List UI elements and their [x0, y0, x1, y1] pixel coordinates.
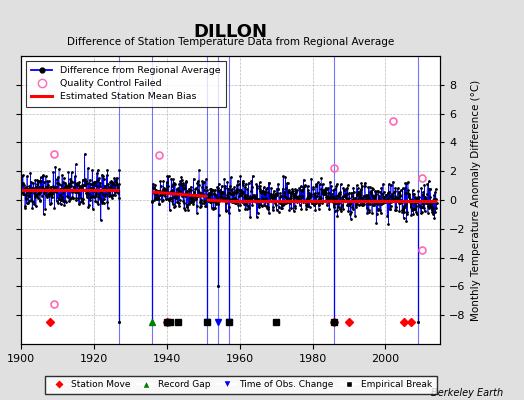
- Y-axis label: Monthly Temperature Anomaly Difference (°C): Monthly Temperature Anomaly Difference (…: [471, 79, 481, 321]
- Text: Berkeley Earth: Berkeley Earth: [431, 388, 503, 398]
- Text: Difference of Station Temperature Data from Regional Average: Difference of Station Temperature Data f…: [67, 37, 394, 47]
- Legend: Station Move, Record Gap, Time of Obs. Change, Empirical Break: Station Move, Record Gap, Time of Obs. C…: [46, 376, 436, 394]
- Title: DILLON: DILLON: [193, 22, 268, 40]
- Legend: Difference from Regional Average, Quality Control Failed, Estimated Station Mean: Difference from Regional Average, Qualit…: [26, 61, 226, 107]
